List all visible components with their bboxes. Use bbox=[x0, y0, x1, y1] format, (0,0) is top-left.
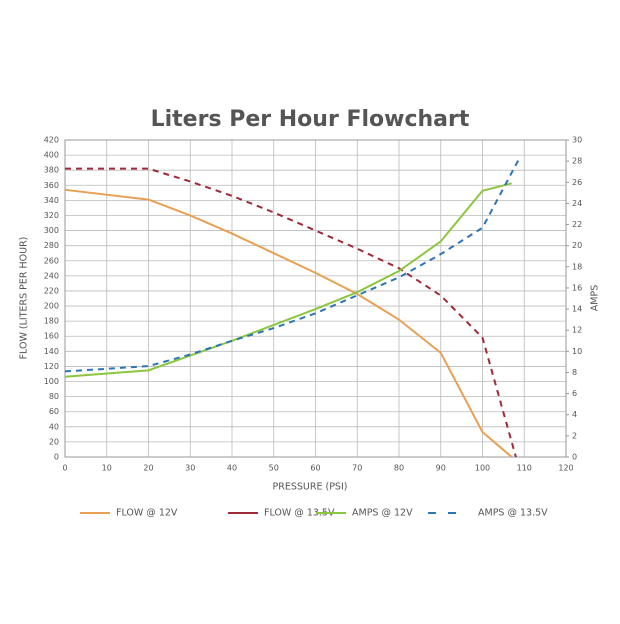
y-tick-label: 280 bbox=[44, 241, 59, 250]
legend-label: AMPS @ 12V bbox=[352, 508, 413, 519]
y-axis-label: FLOW (LITERS PER HOUR) bbox=[19, 237, 30, 360]
x-tick-label: 60 bbox=[310, 464, 320, 473]
y-tick-label: 220 bbox=[44, 286, 59, 295]
y-tick-label: 340 bbox=[44, 196, 59, 205]
y-tick-label: 260 bbox=[44, 256, 59, 265]
y2-tick-label: 4 bbox=[572, 410, 577, 419]
x-tick-label: 50 bbox=[269, 464, 279, 473]
x-tick-label: 70 bbox=[352, 464, 362, 473]
x-tick-label: 90 bbox=[436, 464, 446, 473]
y2-tick-label: 22 bbox=[572, 220, 582, 229]
x-tick-label: 10 bbox=[102, 464, 112, 473]
y-tick-label: 180 bbox=[44, 317, 59, 326]
y2-tick-label: 10 bbox=[572, 347, 582, 356]
y-tick-label: 160 bbox=[44, 332, 59, 341]
y-tick-label: 240 bbox=[44, 271, 59, 280]
y-tick-label: 380 bbox=[44, 166, 59, 175]
y-tick-label: 0 bbox=[54, 453, 59, 462]
x-tick-label: 30 bbox=[185, 464, 195, 473]
series-line bbox=[64, 182, 512, 378]
x-tick-label: 40 bbox=[227, 464, 237, 473]
x-tick-label: 0 bbox=[62, 464, 67, 473]
y-tick-label: 400 bbox=[44, 151, 59, 160]
series-line bbox=[65, 167, 517, 458]
legend-label: FLOW @ 12V bbox=[116, 508, 178, 519]
x-axis-label: PRESSURE (PSI) bbox=[273, 482, 348, 493]
y2-tick-label: 20 bbox=[572, 241, 582, 250]
y-tick-label: 40 bbox=[49, 422, 59, 431]
x-tick-label: 100 bbox=[475, 464, 490, 473]
y2-tick-label: 24 bbox=[572, 199, 582, 208]
x-tick-label: 110 bbox=[517, 464, 532, 473]
chart-title: Liters Per Hour Flowchart bbox=[151, 107, 470, 132]
y-tick-label: 20 bbox=[49, 437, 59, 446]
y2-tick-label: 30 bbox=[572, 136, 582, 145]
y2-tick-label: 6 bbox=[572, 389, 577, 398]
x-tick-label: 80 bbox=[394, 464, 404, 473]
y-tick-label: 80 bbox=[49, 392, 59, 401]
y2-tick-label: 0 bbox=[572, 453, 577, 462]
y-tick-label: 200 bbox=[44, 302, 59, 311]
plot-border bbox=[64, 139, 567, 458]
y-tick-label: 120 bbox=[44, 362, 59, 371]
y-tick-label: 420 bbox=[44, 136, 59, 145]
y2-tick-label: 2 bbox=[572, 431, 577, 440]
y-tick-label: 360 bbox=[44, 181, 59, 190]
y2-tick-label: 12 bbox=[572, 326, 582, 335]
x-tick-label: 120 bbox=[558, 464, 573, 473]
y2-tick-label: 14 bbox=[572, 305, 582, 314]
y-tick-label: 320 bbox=[44, 211, 59, 220]
y-tick-label: 60 bbox=[49, 407, 59, 416]
y2-tick-label: 28 bbox=[572, 157, 582, 166]
y2-tick-label: 16 bbox=[572, 283, 582, 292]
y-tick-label: 300 bbox=[44, 226, 59, 235]
series-line bbox=[64, 188, 513, 458]
legend-label: FLOW @ 13.5V bbox=[264, 508, 335, 519]
y2-tick-label: 18 bbox=[572, 262, 582, 271]
series-line bbox=[64, 156, 521, 373]
x-tick-label: 20 bbox=[143, 464, 153, 473]
y2-axis-label: AMPS bbox=[590, 285, 601, 311]
legend-label: AMPS @ 13.5V bbox=[478, 508, 548, 519]
y-tick-label: 100 bbox=[44, 377, 59, 386]
y-tick-label: 140 bbox=[44, 347, 59, 356]
y2-tick-label: 8 bbox=[572, 368, 577, 377]
y2-tick-label: 26 bbox=[572, 178, 582, 187]
